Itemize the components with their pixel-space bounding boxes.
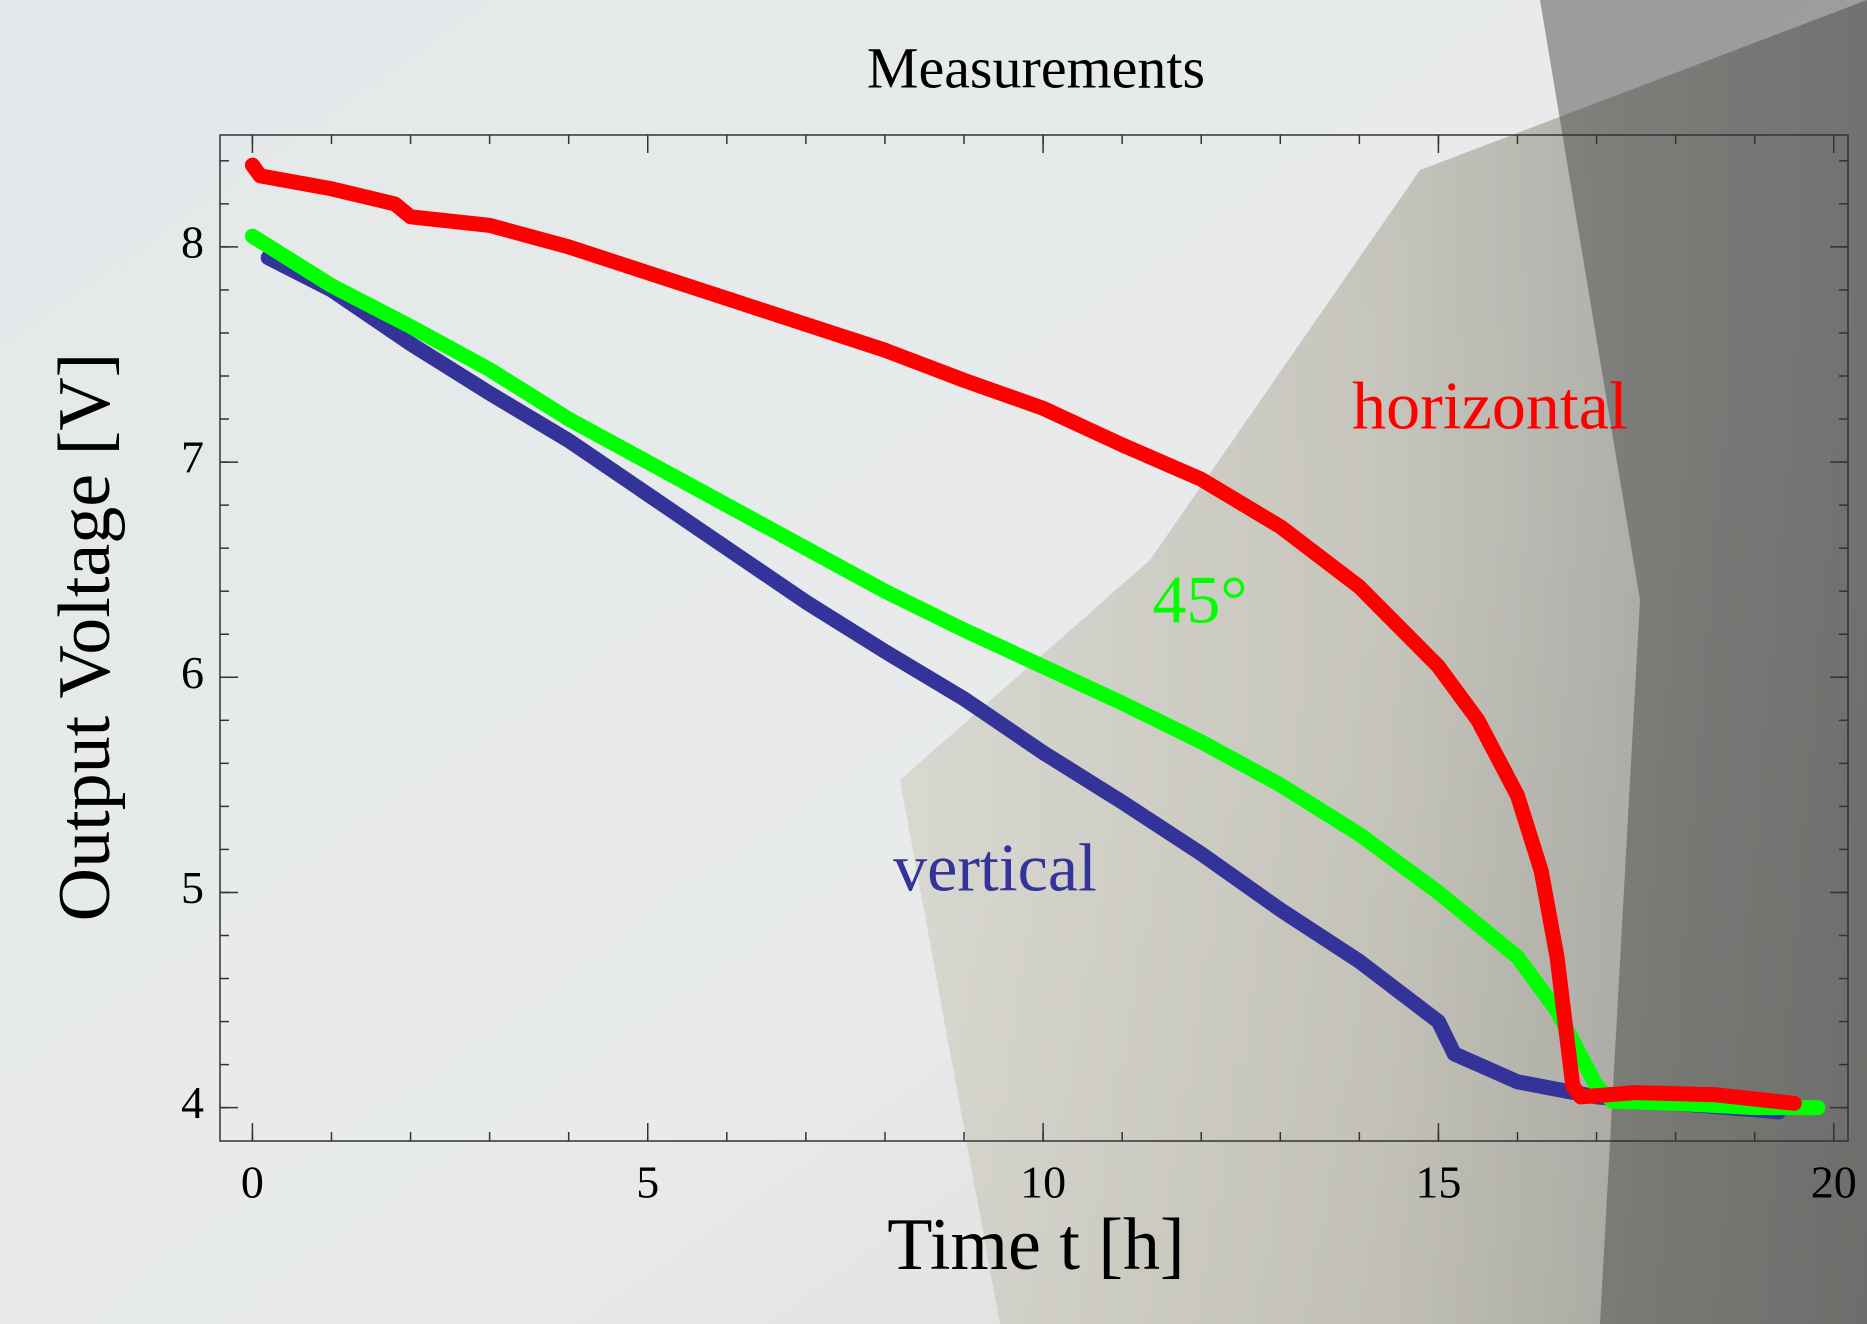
y-tick-label: 7: [181, 432, 204, 483]
series-line: [244, 157, 1802, 1111]
series-line: [260, 250, 1786, 1120]
chart-title: Measurements: [867, 35, 1205, 100]
series-label: 45°: [1152, 562, 1247, 638]
background-shape: [900, 0, 1867, 1324]
x-tick-label: 5: [636, 1157, 659, 1208]
y-tick-label: 5: [181, 862, 204, 913]
y-axis-label: Output Voltage [V]: [44, 353, 126, 922]
plot-frame: [219, 134, 1849, 1142]
y-tick-label: 4: [181, 1077, 204, 1128]
y-tick-label: 8: [181, 216, 204, 267]
y-tick-label: 6: [181, 647, 204, 698]
series-label: vertical: [893, 830, 1097, 906]
series-label: horizontal: [1352, 368, 1628, 444]
x-axis-label: Time t [h]: [887, 1204, 1184, 1286]
x-tick-label: 10: [1020, 1157, 1066, 1208]
background-shape: [1540, 0, 1867, 1324]
x-tick-label: 20: [1811, 1157, 1857, 1208]
x-tick-label: 15: [1415, 1157, 1461, 1208]
x-tick-label: 0: [241, 1157, 264, 1208]
